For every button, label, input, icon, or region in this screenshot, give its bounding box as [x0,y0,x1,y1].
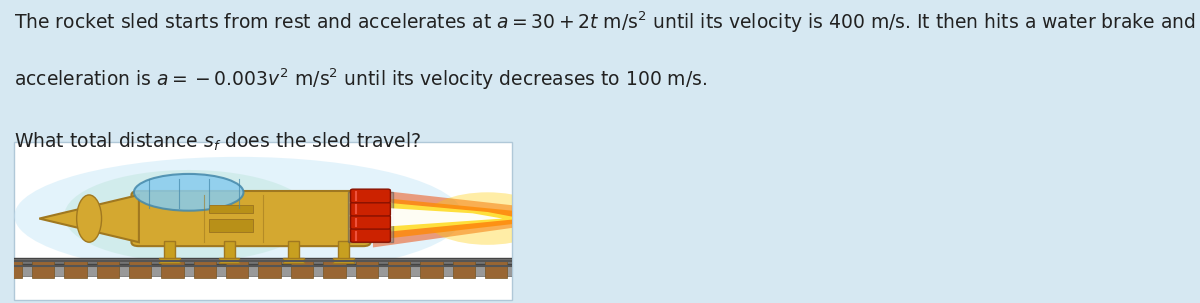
Bar [338,241,349,261]
Bar [128,261,151,278]
FancyBboxPatch shape [350,228,390,242]
Text: acceleration is $a = -0.003v^2$ m/s$^2$ until its velocity decreases to 100 m/s.: acceleration is $a = -0.003v^2$ m/s$^2$ … [14,67,708,92]
Bar [32,261,54,278]
Bar [161,261,184,278]
Bar [226,261,248,278]
Bar [209,218,253,232]
Bar [517,261,540,278]
Bar [0,258,538,264]
Bar [218,258,240,263]
FancyBboxPatch shape [350,189,390,203]
Bar [193,261,216,278]
Bar [348,192,392,242]
Bar [452,261,475,278]
Bar [388,261,410,278]
FancyBboxPatch shape [132,191,371,246]
FancyBboxPatch shape [350,215,390,229]
Polygon shape [378,198,538,240]
Bar [290,261,313,278]
Ellipse shape [64,170,313,262]
Ellipse shape [14,157,463,275]
Bar [209,205,253,213]
Ellipse shape [134,174,244,211]
Bar [0,261,22,278]
FancyBboxPatch shape [350,202,390,216]
Bar [420,261,443,278]
Bar [163,241,175,261]
Polygon shape [388,203,522,232]
Bar [96,261,119,278]
Polygon shape [373,190,538,248]
Bar [323,261,346,278]
Ellipse shape [425,192,550,245]
Bar [355,261,378,278]
Polygon shape [40,195,139,242]
Bar [485,261,508,278]
Bar [223,241,234,261]
Bar [65,261,86,278]
Bar [258,261,281,278]
Bar [158,258,180,263]
Bar [288,241,299,261]
FancyBboxPatch shape [14,142,512,300]
Text: The rocket sled starts from rest and accelerates at $a = 30 + 2t$ m/s$^2$ until : The rocket sled starts from rest and acc… [14,9,1200,35]
Polygon shape [388,208,503,226]
Bar [283,258,305,263]
Ellipse shape [77,195,102,242]
Text: What total distance $s_f$ does the sled travel?: What total distance $s_f$ does the sled … [14,130,421,153]
Bar [334,258,354,263]
Bar [0,262,538,276]
